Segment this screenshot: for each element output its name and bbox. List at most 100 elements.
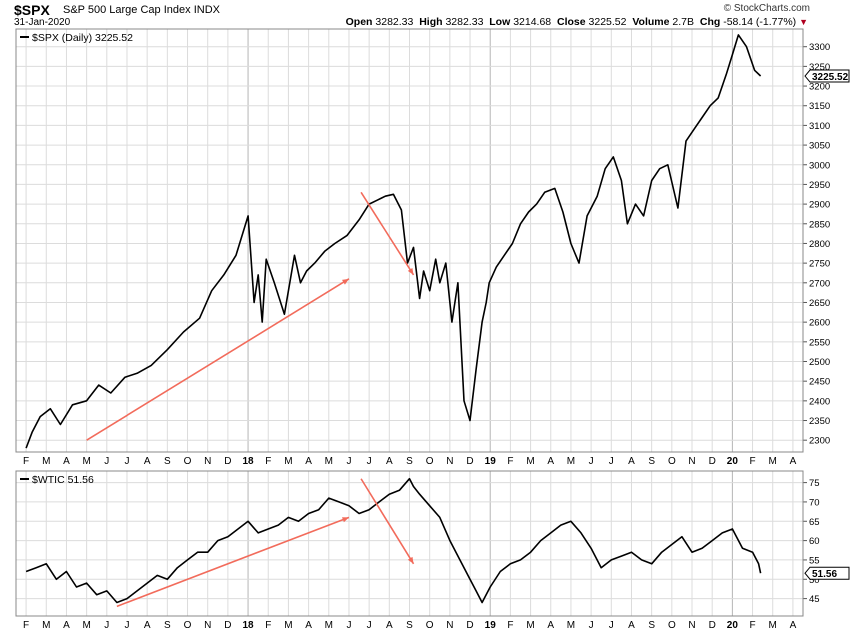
- y-tick-label: 3000: [809, 160, 830, 171]
- x-tick-label: 18: [243, 456, 255, 467]
- open-label: Open: [345, 16, 373, 28]
- watermark: © StockCharts.com: [723, 3, 810, 14]
- x-tick-label: F: [507, 456, 513, 467]
- series-line: [25, 34, 762, 449]
- low-value: 3214.68: [513, 16, 552, 28]
- y-tick-label: 2300: [809, 436, 830, 447]
- x-tick-label: M: [526, 456, 534, 467]
- last-value-marker: [804, 566, 850, 580]
- x-tick-label: M: [769, 620, 777, 631]
- x-tick-label: M: [325, 456, 333, 467]
- y-tick-label: 60: [809, 536, 820, 547]
- x-tick-label: 18: [243, 620, 255, 631]
- x-tick-label: F: [265, 456, 271, 467]
- x-tick-label: D: [466, 456, 473, 467]
- x-tick-label: N: [688, 620, 695, 631]
- x-tick-label: M: [82, 620, 90, 631]
- x-tick-label: A: [386, 620, 393, 631]
- high-value: 3282.33: [445, 16, 484, 28]
- x-tick-label: S: [406, 456, 413, 467]
- x-tick-label: O: [426, 620, 434, 631]
- x-tick-label: O: [668, 456, 676, 467]
- x-tick-label: D: [709, 456, 716, 467]
- y-tick-label: 45: [809, 594, 820, 605]
- trend-arrow-head: [407, 556, 414, 564]
- x-tick-label: S: [648, 620, 655, 631]
- y-tick-label: 2550: [809, 337, 830, 348]
- volume-value: 2.7B: [672, 16, 695, 28]
- open-value: 3282.33: [375, 16, 414, 28]
- x-tick-label: O: [668, 620, 676, 631]
- x-tick-label: N: [204, 456, 211, 467]
- x-tick-label: A: [547, 456, 554, 467]
- x-tick-label: A: [305, 456, 312, 467]
- plot-border: [15, 28, 804, 453]
- x-tick-label: J: [104, 456, 109, 467]
- x-tick-label: J: [124, 456, 129, 467]
- y-tick-label: 2700: [809, 278, 830, 289]
- y-tick-label: 3300: [809, 42, 830, 53]
- x-tick-label: J: [104, 620, 109, 631]
- chg-value: -58.14 (-1.77%): [723, 16, 797, 28]
- x-tick-label: J: [609, 456, 614, 467]
- x-tick-label: A: [790, 456, 797, 467]
- x-tick-label: S: [164, 620, 171, 631]
- trend-arrow-head: [342, 517, 349, 523]
- x-tick-label: A: [144, 620, 151, 631]
- x-tick-label: N: [446, 456, 453, 467]
- quote-date: 31-Jan-2020: [14, 17, 71, 28]
- low-label: Low: [489, 16, 511, 28]
- y-tick-label: 2950: [809, 180, 830, 191]
- y-tick-label: 2800: [809, 239, 830, 250]
- x-tick-label: A: [144, 456, 151, 467]
- series-line: [25, 477, 762, 604]
- x-tick-label: M: [526, 620, 534, 631]
- trend-arrow-head: [342, 278, 349, 285]
- description-text: S&P 500 Large Cap Index: [63, 4, 191, 16]
- x-tick-label: A: [63, 620, 70, 631]
- y-tick-label: 2500: [809, 357, 830, 368]
- x-tick-label: N: [204, 620, 211, 631]
- y-tick-label: 3050: [809, 141, 830, 152]
- exchange-text: INDX: [193, 4, 220, 16]
- x-tick-label: A: [547, 620, 554, 631]
- y-tick-label: 2600: [809, 318, 830, 329]
- trend-arrow-line: [86, 278, 350, 441]
- x-tick-label: M: [769, 456, 777, 467]
- y-tick-label: 2400: [809, 396, 830, 407]
- last-value-label: 3225.52: [812, 72, 849, 83]
- x-tick-label: D: [709, 620, 716, 631]
- high-label: High: [419, 16, 443, 28]
- y-tick-label: 2650: [809, 298, 830, 309]
- y-tick-label: 2850: [809, 219, 830, 230]
- x-tick-label: J: [367, 620, 372, 631]
- x-tick-label: 20: [727, 456, 739, 467]
- close-label: Close: [557, 16, 586, 28]
- x-tick-label: N: [688, 456, 695, 467]
- chart-panel-1: 45 50 55 60 65 70 75 $WTIC 51.56 51.56 F M A M J J A S O N…: [15, 470, 850, 631]
- y-tick-label: 55: [809, 555, 820, 566]
- x-tick-label: M: [42, 620, 50, 631]
- y-tick-label: 3100: [809, 121, 830, 132]
- x-tick-label: D: [466, 620, 473, 631]
- x-tick-label: F: [507, 620, 513, 631]
- x-tick-label: O: [184, 456, 192, 467]
- last-value-marker: [804, 69, 850, 83]
- x-tick-label: S: [648, 456, 655, 467]
- x-tick-label: M: [82, 456, 90, 467]
- plot-border: [15, 470, 804, 617]
- x-tick-label: F: [749, 456, 755, 467]
- x-tick-label: J: [589, 620, 594, 631]
- x-tick-label: N: [446, 620, 453, 631]
- x-tick-label: A: [305, 620, 312, 631]
- chg-label: Chg: [699, 16, 721, 28]
- x-tick-label: J: [609, 620, 614, 631]
- x-tick-label: M: [284, 456, 292, 467]
- x-tick-label: J: [589, 456, 594, 467]
- x-tick-label: S: [164, 456, 171, 467]
- x-tick-label: M: [567, 620, 575, 631]
- x-tick-label: D: [224, 456, 231, 467]
- chart-panel-0: 2300 2350 2400 2450 2500 2550 2600 2650 2700 2750…: [15, 28, 850, 467]
